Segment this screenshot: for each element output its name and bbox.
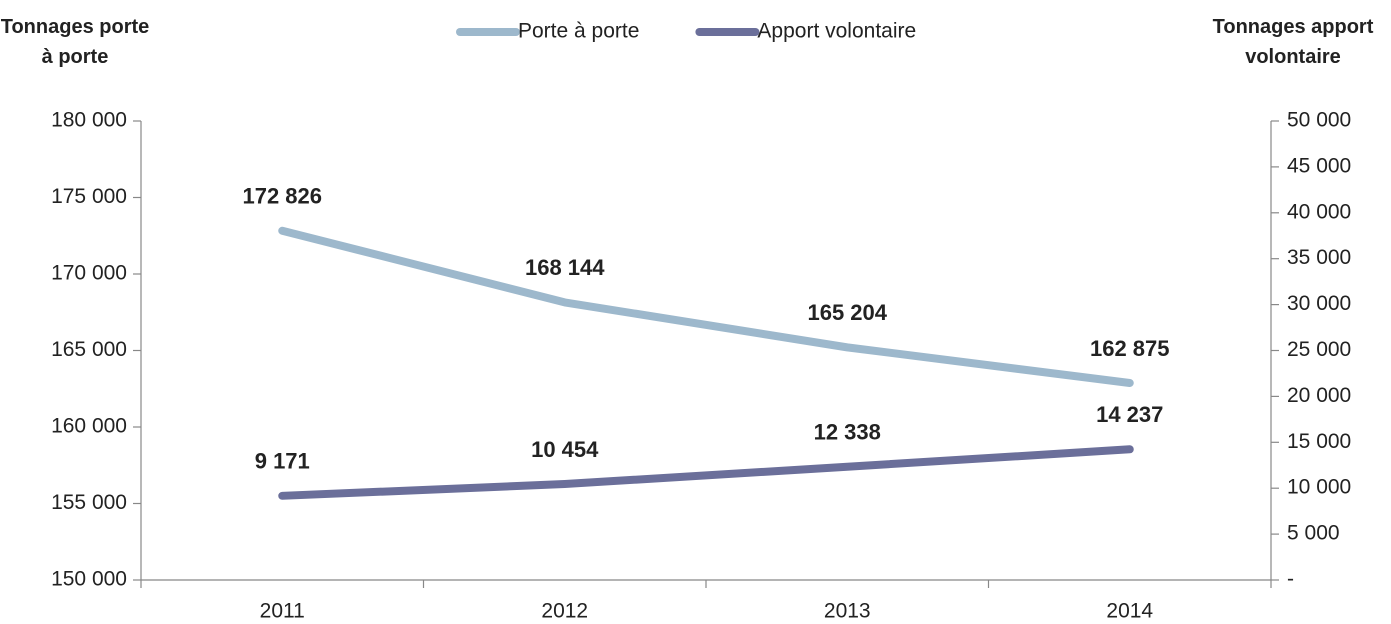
- data-label: 14 237: [1096, 402, 1163, 427]
- y2-tick-label: 10 000: [1287, 476, 1351, 499]
- x-tick-label: 2013: [824, 600, 871, 623]
- series-line: [278, 445, 1134, 500]
- y2-tick-label: 45 000: [1287, 154, 1351, 177]
- y-tick-label: 150 000: [51, 568, 127, 591]
- x-tick-label: 2014: [1106, 600, 1153, 623]
- y2-tick-label: 20 000: [1287, 384, 1351, 407]
- y2-tick-label: 35 000: [1287, 246, 1351, 269]
- legend-label: Porte à porte: [518, 20, 639, 43]
- data-label: 168 144: [525, 255, 605, 280]
- y-axis-title-box: Tonnages porte à porte: [0, 16, 150, 68]
- y-tick-label: 175 000: [51, 185, 127, 208]
- y-tick-label: 160 000: [51, 415, 127, 438]
- series-line: [278, 226, 1134, 388]
- data-label: 162 875: [1090, 336, 1170, 361]
- y2-tick-label: 30 000: [1287, 292, 1351, 315]
- data-label: 165 204: [807, 300, 887, 325]
- y2-tick-label: 5 000: [1287, 522, 1340, 545]
- x-tick-label: 2012: [541, 600, 588, 623]
- y2-tick-label: 50 000: [1287, 109, 1351, 132]
- y-tick-label: 155 000: [51, 491, 127, 514]
- data-label: 12 338: [814, 420, 881, 445]
- y2-tick-label: 15 000: [1287, 430, 1351, 453]
- data-label: 9 171: [255, 449, 310, 474]
- y2-tick-label: -: [1287, 568, 1294, 591]
- y2-tick-label: 40 000: [1287, 200, 1351, 223]
- y-axis-title: Tonnages porte à porte: [0, 16, 150, 68]
- data-label: 172 826: [242, 184, 322, 209]
- legend-label: Apport volontaire: [757, 20, 916, 43]
- y2-axis-title: Tonnages apport volontaire: [1212, 16, 1374, 68]
- y-tick-label: 180 000: [51, 109, 127, 132]
- y-tick-label: 170 000: [51, 262, 127, 285]
- data-label: 10 454: [531, 437, 599, 462]
- x-tick-label: 2011: [260, 600, 305, 623]
- y2-tick-label: 25 000: [1287, 338, 1351, 361]
- y-tick-label: 165 000: [51, 338, 127, 361]
- y2-axis-title-box: Tonnages apport volontaire: [1212, 16, 1374, 68]
